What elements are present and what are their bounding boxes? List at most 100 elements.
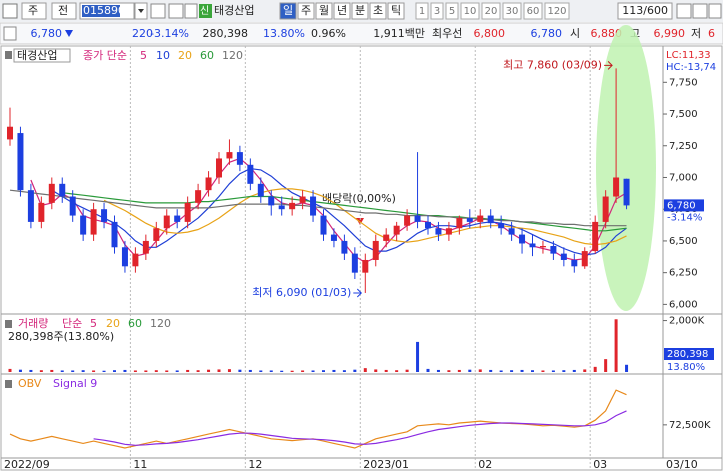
period-buttons: 일 주 월 년 분 초 틱 1 3 5 10 20 30 60 120 bbox=[279, 2, 570, 20]
code-highlight bbox=[82, 5, 120, 17]
name-box[interactable] bbox=[13, 48, 71, 63]
volume-bar bbox=[50, 369, 54, 372]
y-tick-label: 7,750 bbox=[669, 77, 698, 88]
interval-button[interactable] bbox=[544, 2, 570, 20]
period-label: 주 bbox=[301, 4, 311, 17]
prev-button[interactable] bbox=[51, 2, 77, 20]
period-label: 초 bbox=[373, 4, 383, 17]
volume-bar bbox=[405, 369, 409, 372]
last-volume-pct: 13.80% bbox=[667, 362, 705, 373]
y-tick-label: 6,250 bbox=[669, 268, 698, 279]
candle-body bbox=[414, 215, 421, 222]
legend-entry: 5 bbox=[140, 49, 147, 62]
period-button[interactable] bbox=[279, 2, 297, 20]
icon[interactable] bbox=[708, 3, 722, 19]
candle-body bbox=[508, 228, 515, 235]
icon[interactable] bbox=[168, 3, 184, 19]
interval-label: 20 bbox=[485, 6, 498, 17]
interval-button[interactable] bbox=[445, 2, 459, 20]
interval-button[interactable] bbox=[430, 2, 444, 20]
candle-body bbox=[236, 152, 243, 165]
volume-bar bbox=[196, 370, 200, 372]
interval-label: 3 bbox=[434, 6, 440, 17]
icon[interactable] bbox=[692, 3, 708, 19]
volume-bar bbox=[290, 370, 294, 372]
interval-button[interactable] bbox=[502, 2, 522, 20]
moving-average bbox=[62, 192, 627, 232]
y-tick-label: 6,500 bbox=[669, 236, 698, 247]
volume-bar bbox=[269, 370, 273, 372]
icon[interactable] bbox=[3, 26, 17, 41]
volume-bar bbox=[416, 341, 420, 372]
volume-bar bbox=[478, 369, 482, 372]
candle-body bbox=[310, 196, 317, 216]
icon[interactable] bbox=[184, 3, 198, 19]
candle-body bbox=[487, 215, 494, 224]
dividend-note: 배당락(0,00%) bbox=[322, 192, 396, 205]
volume-bar bbox=[207, 369, 211, 372]
hc: HC:-13,74 bbox=[666, 62, 716, 73]
candle-body bbox=[101, 209, 108, 222]
volume-bar bbox=[227, 369, 231, 372]
candle-body bbox=[435, 228, 442, 235]
low-label: 저 bbox=[691, 27, 701, 40]
candle-body bbox=[299, 196, 306, 203]
period-button[interactable] bbox=[369, 2, 387, 20]
legend-entry: 20 bbox=[178, 49, 192, 62]
period-button[interactable] bbox=[315, 2, 333, 20]
legend-entry: 5 bbox=[90, 317, 97, 330]
candle-body bbox=[445, 228, 452, 235]
volume-bar bbox=[238, 369, 242, 372]
candle-body bbox=[383, 234, 390, 241]
change-pct: -3.14% bbox=[150, 27, 189, 40]
volume-bar bbox=[593, 366, 597, 372]
period-button[interactable] bbox=[387, 2, 405, 20]
interval-button[interactable] bbox=[415, 2, 429, 20]
period-button[interactable] bbox=[297, 2, 315, 20]
interval-button[interactable] bbox=[481, 2, 501, 20]
x-tick-label: 2023/01 bbox=[363, 458, 409, 471]
volume-bar bbox=[259, 370, 263, 372]
volume-bar bbox=[562, 370, 566, 372]
volume-bar bbox=[322, 370, 325, 372]
market-select[interactable] bbox=[21, 2, 47, 20]
x-tick-label: 12 bbox=[248, 458, 262, 471]
candle-body bbox=[581, 251, 588, 267]
quote-bar bbox=[0, 22, 723, 45]
icon[interactable] bbox=[150, 3, 166, 19]
volume-bar bbox=[531, 370, 534, 372]
high-arrow bbox=[604, 60, 613, 70]
icon bbox=[5, 380, 12, 388]
candle-body bbox=[613, 177, 620, 197]
candle-body bbox=[456, 218, 463, 229]
volume-bar bbox=[154, 370, 158, 372]
down-arrow bbox=[65, 30, 73, 37]
period-button[interactable] bbox=[333, 2, 351, 20]
interval-button[interactable] bbox=[523, 2, 543, 20]
stock-name: 태경산업 bbox=[214, 4, 254, 17]
volume-bar bbox=[175, 370, 179, 372]
icon[interactable] bbox=[2, 3, 18, 19]
candle-body bbox=[247, 164, 254, 184]
market: 주 bbox=[28, 4, 38, 17]
low-arrow bbox=[353, 288, 363, 298]
count: 113/600 bbox=[622, 4, 668, 17]
volume-bar bbox=[604, 359, 608, 372]
volume-bar bbox=[248, 369, 252, 372]
high-note: 최고 7,860 (03/09) bbox=[503, 58, 602, 71]
volume-bar bbox=[342, 370, 346, 372]
period-label: 분 bbox=[355, 4, 365, 17]
legend-entry: 120 bbox=[150, 317, 171, 330]
period-button[interactable] bbox=[351, 2, 369, 20]
icon[interactable] bbox=[676, 3, 692, 19]
ratio: 0.96% bbox=[311, 27, 346, 40]
candle-body bbox=[48, 183, 55, 203]
candle-body bbox=[571, 259, 578, 267]
volume-indicator: 단순 bbox=[62, 317, 82, 330]
y-tick-label: 7,000 bbox=[669, 172, 698, 183]
candle-body bbox=[27, 190, 34, 222]
interval-label: 120 bbox=[547, 6, 566, 17]
interval-button[interactable] bbox=[460, 2, 480, 20]
interval-label: 60 bbox=[527, 6, 540, 17]
dropdown-arrow bbox=[138, 9, 144, 13]
